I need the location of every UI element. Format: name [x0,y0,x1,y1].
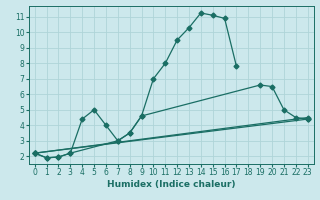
X-axis label: Humidex (Indice chaleur): Humidex (Indice chaleur) [107,180,236,189]
